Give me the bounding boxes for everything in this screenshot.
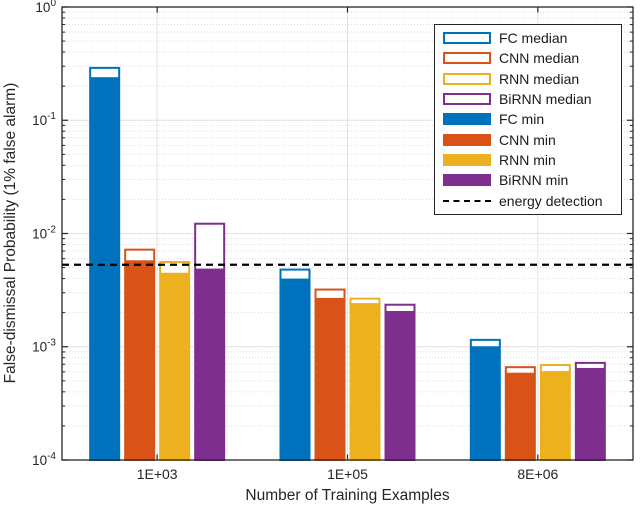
legend-entry-cnn-median: CNN median [443,48,617,68]
legend-entry-cnn-min: CNN min [443,130,617,150]
bar-fc-min-1e05 [280,278,310,460]
x-tick-label: 1E+03 [137,466,178,482]
y-axis-label: False-dismissal Probability (1% false al… [2,82,19,384]
y-tick-label: 10-4 [32,451,56,468]
y-tick-label: 10-2 [32,224,56,241]
legend-label: FC min [499,111,545,128]
y-tick-label: 10-3 [32,338,56,355]
bar-birnn-min-1e05 [385,310,415,460]
legend: FC median CNN median RNN median BiRNN media… [434,24,622,215]
bar-rnn-min-1e05 [350,303,380,460]
legend-label: CNN median [499,50,580,67]
legend-label: CNN min [499,131,556,148]
legend-outline-swatch-icon [443,93,491,106]
legend-entry-birnn-min: BiRNN min [443,170,617,190]
legend-outline-swatch-icon [443,72,491,85]
bar-cnn-min-1e05 [315,297,345,460]
bar-birnn-min-1e03 [195,268,225,460]
bar-fc-min-1e03 [90,77,120,461]
legend-outline-swatch-icon [443,52,491,65]
x-tick-label: 1E+05 [327,466,368,482]
legend-fill-swatch-icon [443,174,491,187]
y-tick-label: 10-1 [32,111,56,128]
x-tick-label: 8E+06 [517,466,558,482]
dashed-line-swatch-icon [443,199,491,202]
y-tick-label: 100 [35,0,56,15]
legend-fill-swatch-icon [443,133,491,146]
legend-entry-fc-min: FC min [443,109,617,129]
legend-label: FC median [499,30,568,47]
legend-outline-swatch-icon [443,32,491,45]
bar-birnn-min-8e06 [575,367,605,460]
legend-entry-birnn-median: BiRNN median [443,89,617,109]
legend-entry-rnn-min: RNN min [443,150,617,170]
legend-entry-energy-detection: energy detection [443,191,617,211]
legend-entry-rnn-median: RNN median [443,69,617,89]
bar-rnn-min-8e06 [540,371,570,460]
legend-label: BiRNN min [499,172,569,189]
bar-rnn-min-1e03 [160,272,190,460]
legend-label: energy detection [499,192,603,209]
legend-entry-fc-median: FC median [443,28,617,48]
legend-fill-swatch-icon [443,154,491,167]
bar-fc-min-8e06 [470,346,500,460]
bar-cnn-min-1e03 [125,260,155,460]
x-axis-label: Number of Training Examples [245,487,450,504]
legend-label: BiRNN median [499,91,592,108]
bar-cnn-min-8e06 [505,372,535,460]
legend-fill-swatch-icon [443,113,491,126]
legend-label: RNN min [499,152,556,169]
legend-label: RNN median [499,70,580,87]
